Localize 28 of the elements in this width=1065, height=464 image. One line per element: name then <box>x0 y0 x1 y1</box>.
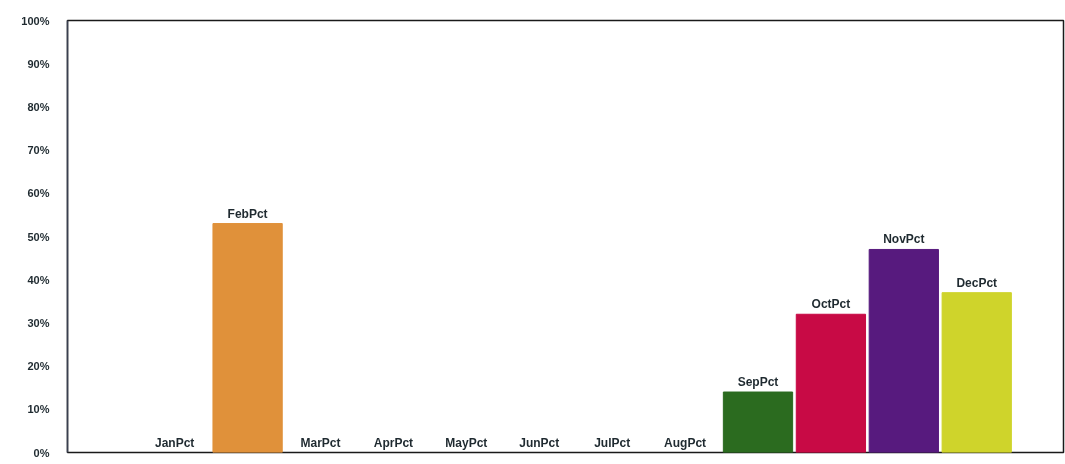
y-tick-label: 80% <box>27 100 50 113</box>
x-tick-label: NovPct <box>883 232 925 247</box>
bar <box>868 248 939 453</box>
bar <box>722 391 794 453</box>
y-tick-label: 90% <box>27 57 50 70</box>
x-tick-label: MarPct <box>300 435 341 450</box>
x-tick-label: MayPct <box>445 435 488 450</box>
y-tick-label: 40% <box>27 273 50 286</box>
y-tick-label: 60% <box>27 187 50 200</box>
y-tick-label: 50% <box>27 230 50 243</box>
y-tick-label: 100% <box>21 14 50 27</box>
x-tick-label: JulPct <box>594 435 631 450</box>
x-tick-label: FebPct <box>227 206 268 221</box>
y-tick-label: 0% <box>33 446 50 459</box>
y-tick-label: 30% <box>27 316 50 329</box>
x-tick-label: OctPct <box>811 297 851 312</box>
x-tick-label: JunPct <box>519 435 560 450</box>
bar <box>212 223 283 453</box>
x-tick-label: DecPct <box>956 275 998 290</box>
y-tick-label: 10% <box>27 403 50 416</box>
x-tick-label: SepPct <box>737 375 779 390</box>
y-tick-label: 70% <box>27 144 50 157</box>
x-tick-label: AprPct <box>373 435 414 450</box>
bar <box>941 292 1012 453</box>
y-tick-label: 20% <box>27 360 50 373</box>
x-tick-label: AugPct <box>664 435 707 450</box>
x-tick-label: JanPct <box>155 435 195 450</box>
bar <box>795 313 867 453</box>
